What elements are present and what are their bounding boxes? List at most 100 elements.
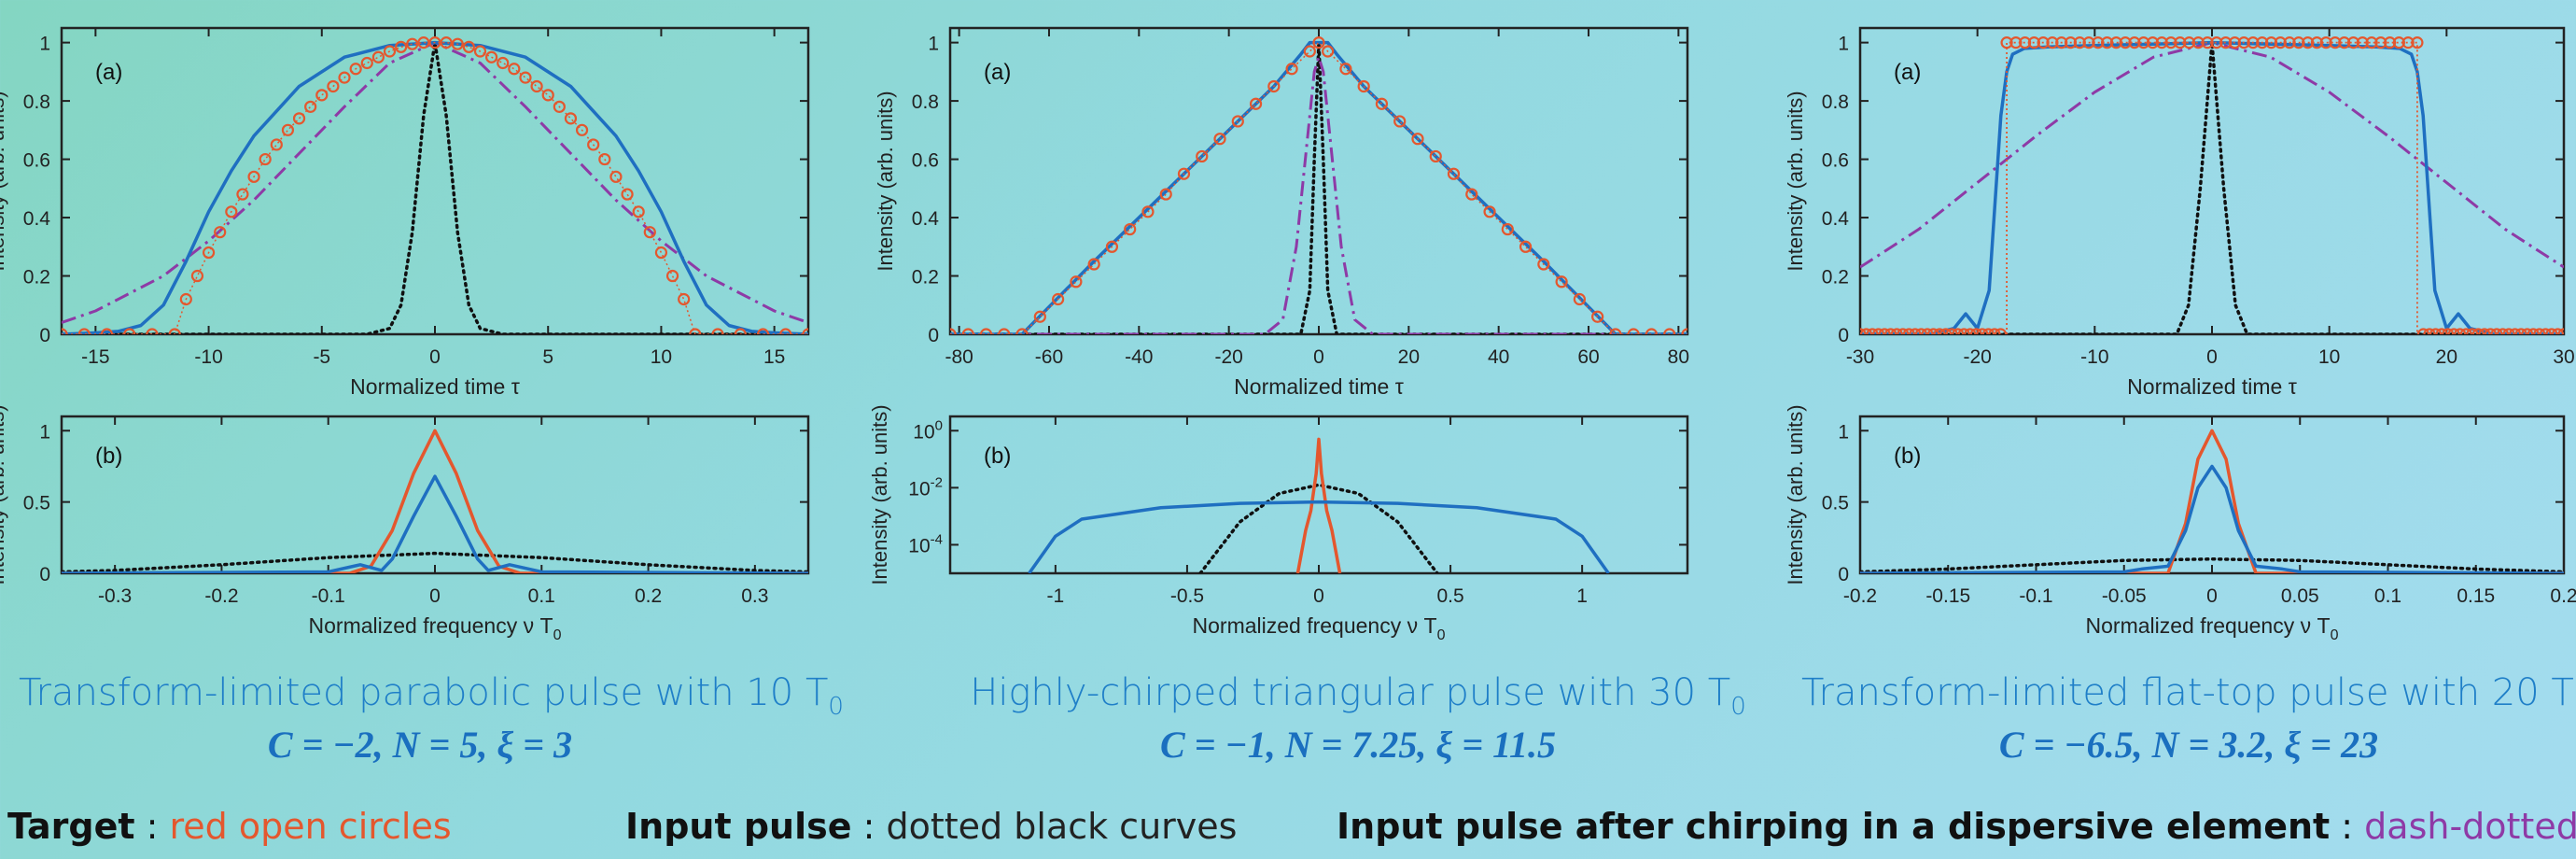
y-tick-label: 1 — [39, 421, 50, 443]
series-solid — [1860, 464, 2564, 573]
x-tick-label: 15 — [763, 346, 785, 368]
panel-label: (b) — [95, 444, 122, 469]
y-tick-label: 0.8 — [912, 92, 939, 113]
x-tick-label: -0.3 — [98, 585, 132, 607]
target-marker — [1411, 133, 1424, 146]
target-marker — [259, 152, 272, 166]
target-marker — [1429, 149, 1442, 163]
series-dotted — [62, 40, 808, 334]
x-tick-label: 0 — [1313, 585, 1324, 607]
target-marker — [2338, 36, 2351, 49]
target-marker — [2471, 328, 2485, 334]
target-marker — [1070, 275, 1083, 289]
y-tick-label: 0.6 — [1822, 150, 1849, 172]
series-spectrum-output — [1295, 437, 1342, 573]
target-marker — [1393, 115, 1407, 128]
chart-3: -1 -0.5 0 0.5 1 100 10-2 10-4 Normalized frequen… — [868, 404, 1689, 643]
target-marker — [1945, 328, 1958, 334]
target-marker — [654, 246, 668, 260]
chart-5: -0.2 -0.15 -0.1 -0.05 0 0.05 0.1 0.15 0.2 0 0.5 1 No… — [1784, 404, 2576, 643]
chart-0: -15 -10 -5 0 5 10 15 0 0.2 0.4 0.6 0.8 1 Normalized t… — [0, 26, 810, 399]
target-marker — [2100, 36, 2114, 49]
target-marker — [1964, 328, 1977, 334]
target-marker — [1957, 328, 1970, 334]
target-marker — [395, 40, 408, 53]
target-marker — [1465, 188, 1478, 201]
target-marker — [2064, 36, 2078, 49]
target-marker — [2128, 36, 2141, 49]
target-marker — [1897, 328, 1910, 334]
target-marker — [2302, 36, 2315, 49]
x-axis-label: Normalized time τ — [350, 374, 520, 399]
x-tick-label: -20 — [1963, 346, 1991, 368]
y-tick-label: 0.6 — [23, 150, 50, 172]
target-marker — [100, 328, 114, 334]
target-marker — [1981, 328, 1995, 334]
target-marker — [2459, 328, 2472, 334]
target-marker — [2237, 36, 2250, 49]
legend-input-colon: : — [851, 806, 887, 847]
legend-input-key: Input pulse — [625, 806, 852, 847]
target-marker — [2210, 36, 2223, 49]
y-tick-label: 0.4 — [1822, 208, 1850, 230]
target-marker — [2551, 328, 2564, 334]
y-tick-label: 0.4 — [23, 208, 51, 230]
x-tick-label: 1 — [1576, 585, 1588, 607]
target-marker — [2164, 36, 2177, 49]
target-marker — [2146, 36, 2160, 49]
target-marker — [1872, 328, 1885, 334]
target-marker — [281, 123, 295, 136]
y-axis-label: Intensity (arb. units) — [874, 91, 897, 271]
target-marker — [1322, 45, 1335, 58]
target-marker — [338, 71, 351, 84]
y-tick-label: 0.2 — [912, 267, 939, 289]
plot-area — [950, 36, 1687, 334]
target-marker — [1312, 36, 1325, 49]
x-axis-label: Normalized time τ — [1234, 374, 1404, 399]
target-marker — [2055, 36, 2068, 49]
legend-chirped-colon: : — [2330, 806, 2365, 847]
x-tick-label: -60 — [1035, 346, 1063, 368]
target-marker — [1087, 258, 1100, 271]
target-marker — [2174, 36, 2187, 49]
series-solid — [62, 40, 808, 334]
target-marker — [575, 123, 589, 136]
y-tick-label: 100 — [913, 417, 943, 443]
target-marker — [2447, 328, 2460, 334]
legend-target-key: Target — [7, 806, 135, 847]
target-marker — [2256, 36, 2269, 49]
y-tick-label: 0.5 — [23, 493, 50, 514]
target-marker — [1285, 63, 1298, 76]
x-tick-label: 20 — [2436, 346, 2457, 368]
legend-input-value: dotted black curves — [886, 806, 1238, 847]
target-marker — [756, 328, 770, 334]
series-dotted — [1860, 40, 2564, 334]
axes-frame — [60, 415, 810, 575]
target-marker — [1213, 133, 1226, 146]
x-tick-label: -5 — [313, 346, 330, 368]
target-marker — [979, 328, 993, 334]
target-marker — [304, 100, 317, 113]
y-tick-label: 1 — [1838, 34, 1849, 55]
x-tick-label: -30 — [1846, 346, 1874, 368]
target-marker — [2019, 36, 2032, 49]
series-dashdot — [950, 55, 1687, 334]
target-marker — [2264, 36, 2278, 49]
target-marker — [1926, 328, 1940, 334]
chart-4: -30 -20 -10 0 10 20 30 0 0.2 0.4 0.6 0.8 1 Normalized… — [1784, 26, 2575, 399]
x-tick-label: 0 — [2206, 346, 2218, 368]
target-marker — [621, 188, 634, 201]
target-marker — [961, 328, 974, 334]
x-tick-label: 0.1 — [2374, 585, 2401, 607]
target-marker — [1890, 328, 1903, 334]
plot-area — [1860, 429, 2564, 573]
target-marker — [1860, 328, 1873, 334]
y-tick-label: 0 — [928, 325, 939, 346]
y-tick-label: 1 — [39, 34, 50, 55]
panel-label: (a) — [1894, 60, 1921, 85]
target-marker — [315, 89, 329, 102]
x-tick-label: 0.2 — [635, 585, 662, 607]
target-marker — [2423, 328, 2436, 334]
target-marker — [2219, 36, 2233, 49]
y-tick-label: 0 — [1838, 564, 1849, 585]
